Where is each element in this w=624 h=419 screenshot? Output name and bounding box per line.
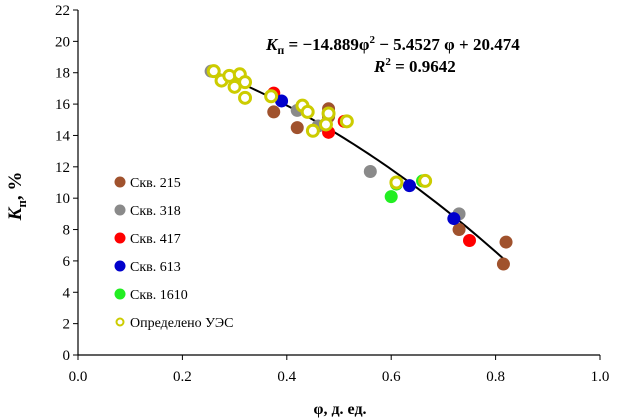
y-tick-label: 16: [55, 97, 71, 113]
data-point: [384, 190, 398, 204]
data-point: [321, 106, 336, 121]
x-tick-label: 0.6: [382, 369, 401, 385]
legend-label: Скв. 417: [130, 232, 181, 247]
y-tick-label: 8: [63, 223, 71, 239]
data-point: [300, 104, 315, 119]
legend-label: Скв. 318: [130, 204, 181, 219]
y-tick-label: 0: [63, 348, 71, 364]
legend-label: Скв. 215: [130, 176, 181, 191]
legend-marker: [114, 204, 126, 216]
x-tick-label: 1.0: [591, 369, 610, 385]
legend-label: Скв. 1610: [130, 288, 188, 303]
data-point: [267, 105, 281, 119]
data-point: [389, 175, 404, 190]
y-tick-label: 20: [55, 34, 70, 50]
legend-label: Скв. 613: [130, 260, 181, 275]
y-tick-label: 4: [63, 285, 71, 301]
axes: 0 2 4 6 8 10 12 14 16 18 20 22 0.0 0.2 0.4 0.6 0.8 1.0: [55, 3, 609, 385]
data-point: [452, 223, 466, 237]
legend-label: Определено УЭС: [130, 316, 233, 331]
series-6: [206, 64, 433, 190]
data-point: [499, 235, 513, 249]
series-1: [267, 102, 513, 271]
legend-marker: [114, 260, 126, 272]
data-point: [496, 257, 510, 271]
data-point: [463, 234, 476, 248]
data-point: [339, 114, 354, 129]
data-point: [305, 123, 320, 138]
x-tick-label: 0.2: [173, 369, 192, 385]
series-4: [275, 94, 461, 226]
data-point: [418, 173, 433, 188]
x-axis-title: φ, д. ед.: [313, 401, 366, 418]
legend-marker: [114, 176, 126, 188]
data-point: [238, 90, 253, 105]
svg-text:Kп, %: Kп, %: [5, 172, 29, 222]
equation-line: Kп = −14.889φ2 − 5.4527 φ + 20.474: [265, 34, 520, 57]
regression-equation: Kп = −14.889φ2 − 5.4527 φ + 20.474 R2 = …: [265, 34, 520, 76]
legend: Скв. 215 Скв. 318 Скв. 417 Скв. 613 Скв. 161…: [114, 176, 233, 331]
y-tick-label: 14: [55, 128, 71, 144]
data-point: [238, 75, 253, 90]
data-point: [275, 94, 289, 108]
data-point: [363, 165, 377, 179]
x-tick-label: 0.0: [69, 369, 88, 385]
legend-marker: [114, 288, 126, 300]
data-point: [290, 121, 304, 135]
y-tick-label: 2: [63, 317, 71, 333]
x-tick-label: 0.8: [486, 369, 505, 385]
data-point: [402, 179, 416, 193]
y-tick-label: 12: [55, 160, 70, 176]
r-squared-line: R2 = 0.9642: [373, 56, 456, 76]
data-point: [206, 64, 221, 79]
data-points: [204, 64, 513, 271]
legend-marker: [114, 232, 126, 244]
x-tick-label: 0.4: [277, 369, 296, 385]
data-point: [447, 212, 461, 226]
y-tick-label: 22: [55, 3, 70, 19]
y-tick-label: 18: [55, 66, 70, 82]
y-tick-label: 10: [55, 191, 70, 207]
y-tick-label: 6: [63, 254, 71, 270]
data-point: [264, 89, 279, 104]
legend-marker: [115, 317, 125, 327]
data-point: [318, 117, 333, 132]
y-axis-title: Kп, %: [5, 172, 29, 222]
